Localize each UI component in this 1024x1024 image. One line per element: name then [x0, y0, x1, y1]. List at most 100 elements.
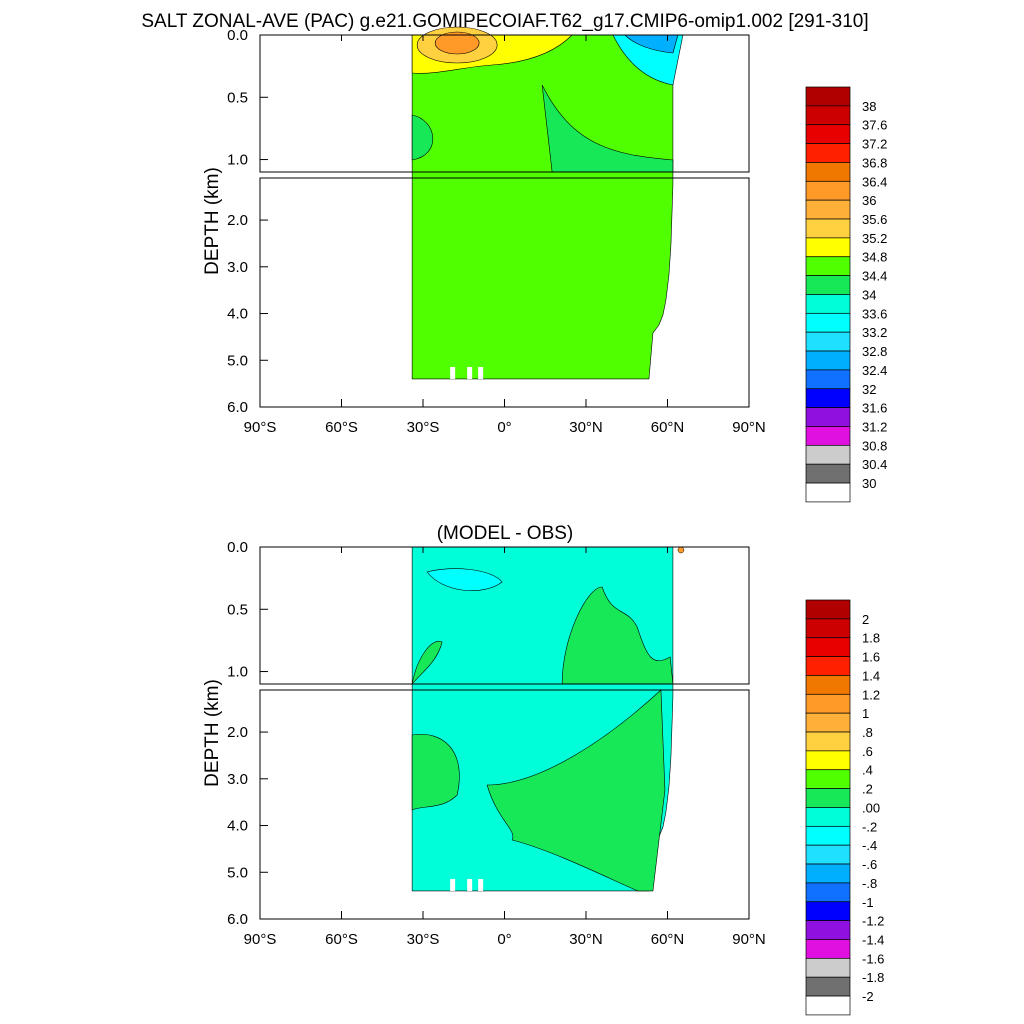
- colorbar-swatch: [805, 444, 851, 465]
- colorbar-swatch: [805, 180, 851, 201]
- y-tick-label: 5.0: [227, 352, 248, 369]
- y-tick-label: 3.0: [227, 259, 248, 276]
- colorbar-swatch: [805, 256, 851, 276]
- colorbar-label: 33.2: [862, 325, 887, 340]
- colorbar-label: 31.6: [862, 401, 887, 416]
- colorbar-swatch: [805, 920, 851, 940]
- colorbar-swatch: [805, 331, 851, 352]
- colorbar-swatch: [805, 86, 851, 107]
- colorbar-label: -2: [862, 989, 874, 1004]
- missing-data-notch: [478, 878, 484, 891]
- colorbar-swatch: [805, 599, 851, 620]
- colorbar-label: 32.8: [862, 344, 887, 359]
- colorbar-swatch: [805, 976, 851, 997]
- x-tick-label: 30°N: [569, 419, 603, 436]
- y-tick-label: 1.0: [227, 664, 248, 681]
- colorbar-label: -1: [862, 895, 874, 910]
- x-tick-label: 60°N: [651, 419, 685, 436]
- contour-positive: [411, 733, 460, 811]
- panel-title: (MODEL - OBS): [437, 523, 574, 544]
- colorbar-swatch: [805, 901, 851, 921]
- colorbar-swatch: [805, 656, 851, 676]
- colorbar-label: .6: [862, 744, 873, 759]
- colorbar-label: .8: [862, 725, 873, 740]
- colorbar-label: -1.2: [862, 914, 884, 929]
- contour-positive: [561, 586, 674, 685]
- x-tick-label: 30°N: [569, 931, 603, 948]
- contour-negative: [426, 568, 503, 592]
- colorbar-swatch: [805, 199, 851, 220]
- y-tick-label: 0.5: [227, 89, 248, 106]
- colorbar-label: 2: [862, 612, 869, 627]
- colorbar-label: 1: [862, 706, 869, 721]
- colorbar-swatch: [805, 693, 851, 714]
- x-tick-label: 90°S: [244, 419, 277, 436]
- y-tick-label: 4.0: [227, 818, 248, 835]
- colorbar-swatch: [805, 218, 851, 239]
- colorbar-swatch: [805, 882, 851, 903]
- y-tick-label: 0.5: [227, 601, 248, 618]
- colorbar-label: 1.8: [862, 631, 880, 646]
- colorbar-swatch: [805, 482, 851, 503]
- colorbar-swatch: [805, 294, 851, 314]
- colorbar-label: 35.6: [862, 212, 887, 227]
- colorbar-swatch: [805, 995, 851, 1016]
- colorbar-swatch: [805, 426, 851, 446]
- colorbar-swatch: [805, 143, 851, 163]
- colorbar-label: 1.4: [862, 668, 880, 683]
- colorbar-label: 31.2: [862, 419, 887, 434]
- x-tick-label: 0°: [497, 931, 511, 948]
- y-tick-label: 6.0: [227, 399, 248, 416]
- colorbar-swatch: [805, 388, 851, 408]
- y-axis-label: DEPTH (km): [202, 679, 223, 787]
- colorbar-label: -.6: [862, 857, 877, 872]
- colorbar-swatch: [805, 750, 851, 771]
- colorbar-label: .00: [862, 800, 880, 815]
- contour-shade: [411, 114, 434, 161]
- colorbar-swatch: [805, 275, 851, 295]
- colorbar-label: 34: [862, 287, 876, 302]
- colorbar-swatch: [805, 350, 851, 371]
- colorbar-label: 37.2: [862, 137, 887, 152]
- salinity-plot: 0.0 0.5 1.0 2.0 3.0 4.0 5.0 6.0 90°S 60°S 30°S 0° 30…: [202, 26, 887, 503]
- y-tick-label: 1.0: [227, 152, 248, 169]
- colorbar-label: 34.8: [862, 250, 887, 265]
- y-tick-label: 2.0: [227, 724, 248, 741]
- colorbar-label: 36.8: [862, 155, 887, 170]
- x-tick-label: 30°S: [407, 931, 440, 948]
- colorbar-label: 35.2: [862, 231, 887, 246]
- colorbar-label: 34.4: [862, 269, 887, 284]
- y-tick-label: 0.0: [227, 539, 248, 556]
- x-tick-label: 60°N: [651, 931, 685, 948]
- colorbar-label: -.8: [862, 876, 877, 891]
- colorbar-label: 1.2: [862, 687, 880, 702]
- x-tick-label: 90°S: [244, 931, 277, 948]
- colorbar-swatch: [805, 807, 851, 827]
- colorbar-label: -1.8: [862, 970, 884, 985]
- colorbar-label: 36: [862, 193, 876, 208]
- contour-positive: [486, 689, 666, 892]
- colorbar-swatch: [805, 957, 851, 978]
- y-tick-label: 2.0: [227, 212, 248, 229]
- colorbar-swatch: [805, 675, 851, 695]
- colorbar-swatch: [805, 162, 851, 182]
- missing-data-notch: [450, 366, 456, 379]
- colorbar-label: -1.6: [862, 951, 884, 966]
- colorbar-swatch: [805, 844, 851, 865]
- contour-max: [434, 31, 480, 55]
- colorbar-label: .2: [862, 782, 873, 797]
- colorbar-swatch: [805, 863, 851, 884]
- missing-data-notch: [467, 878, 473, 891]
- colorbar-swatch: [805, 825, 851, 846]
- colorbar-label: 38: [862, 99, 876, 114]
- x-tick-label: 0°: [497, 419, 511, 436]
- contour-spot: [677, 546, 685, 554]
- colorbar-label: 37.6: [862, 118, 887, 133]
- colorbar-label: 1.6: [862, 650, 880, 665]
- colorbar-swatch: [805, 312, 851, 333]
- colorbar-label: 30.4: [862, 457, 887, 472]
- colorbar-label: 36.4: [862, 174, 887, 189]
- figure-title: SALT ZONAL-AVE (PAC) g.e21.GOMIPECOIAF.T…: [141, 11, 868, 32]
- y-tick-label: 6.0: [227, 911, 248, 928]
